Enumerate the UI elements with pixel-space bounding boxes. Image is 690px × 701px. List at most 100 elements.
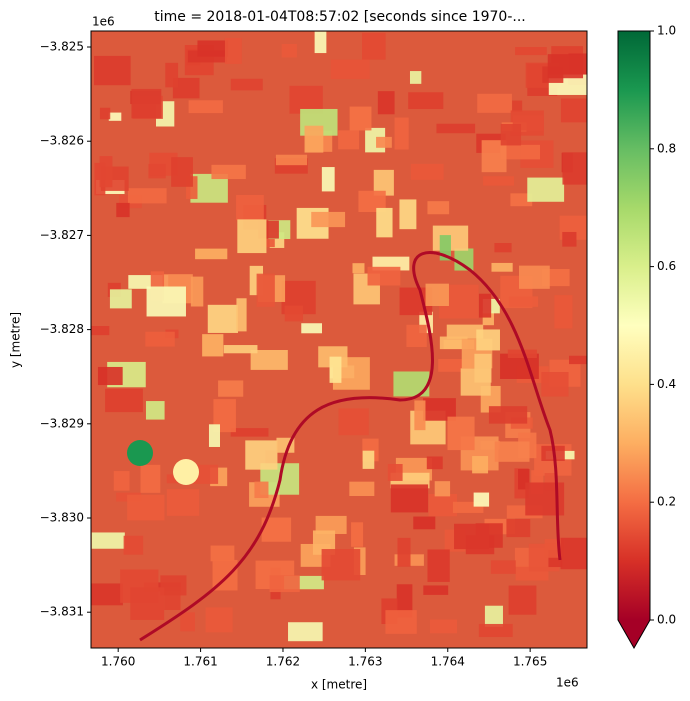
- field-patch: [109, 289, 132, 309]
- field-patch: [500, 144, 540, 160]
- field-patch: [213, 399, 236, 433]
- field-patch: [358, 190, 386, 213]
- field-patch: [250, 349, 288, 370]
- y-tick-label: −3.829: [40, 416, 84, 430]
- field-patch: [423, 585, 449, 595]
- y-tick-label: −3.831: [40, 605, 84, 619]
- colorbar-tick-label: 0.4: [657, 377, 676, 391]
- x-tick-label: 1.760: [101, 655, 135, 669]
- colorbar-tick-label: 0.6: [657, 259, 676, 273]
- field-patch: [562, 152, 587, 185]
- field-patch: [500, 124, 522, 146]
- colorbar-gradient: [618, 31, 650, 620]
- field-patch: [312, 530, 336, 555]
- field-patch: [173, 459, 199, 485]
- field-patch: [338, 130, 360, 150]
- field-patch: [236, 298, 247, 332]
- field-patch: [569, 355, 587, 365]
- field-patch: [512, 100, 523, 112]
- field-patch: [202, 334, 224, 357]
- field-patch: [454, 523, 490, 550]
- field-patch: [397, 537, 411, 567]
- field-patch: [127, 494, 165, 521]
- field-patch: [145, 401, 165, 420]
- field-patch: [478, 293, 492, 318]
- field-patch: [474, 353, 492, 383]
- field-patch: [508, 296, 539, 307]
- field-patch: [399, 199, 417, 230]
- field-patch: [165, 62, 179, 88]
- field-patch: [562, 231, 577, 247]
- field-patch: [205, 607, 233, 633]
- colorbar-tick-label: 0.2: [657, 495, 676, 509]
- field-patch: [425, 283, 449, 307]
- field-patch: [160, 575, 187, 596]
- field-patch: [338, 408, 369, 436]
- field-patch: [478, 623, 513, 638]
- y-axis-label: y [metre]: [9, 312, 23, 368]
- field-patch: [127, 440, 153, 466]
- field-patch: [439, 235, 451, 261]
- field-patch: [186, 176, 198, 199]
- field-patch: [207, 304, 238, 333]
- colorbar-tick-label: 0.0: [657, 613, 676, 627]
- field-patch: [446, 324, 484, 339]
- field-patch: [190, 276, 204, 307]
- field-patch: [172, 77, 200, 99]
- field-patch: [131, 88, 162, 119]
- field-patch: [430, 619, 458, 634]
- field-patch: [427, 549, 450, 582]
- x-tick-label: 1.765: [513, 655, 547, 669]
- field-patch: [256, 273, 275, 307]
- field-patch: [180, 612, 195, 632]
- field-patch: [508, 585, 537, 615]
- field-patch: [237, 219, 267, 254]
- field-patch: [473, 492, 490, 507]
- field-patch: [373, 169, 394, 196]
- field-patch: [166, 489, 200, 516]
- field-patch: [494, 243, 512, 253]
- field-patch: [116, 202, 130, 218]
- field-patch: [476, 329, 500, 351]
- x-axis-label: x [metre]: [311, 678, 367, 692]
- field-patch: [518, 469, 530, 490]
- field-patch: [428, 493, 458, 517]
- field-patch: [414, 400, 426, 431]
- y-tick-label: −3.826: [40, 134, 84, 148]
- field-patch: [321, 549, 361, 581]
- field-patch: [254, 481, 269, 499]
- field-patch: [171, 157, 193, 187]
- colorbar-tick-label: 1.0: [657, 24, 676, 38]
- field-patch: [218, 380, 244, 397]
- x-tick-label: 1.763: [348, 655, 382, 669]
- field-patch: [547, 54, 584, 79]
- field-patch: [94, 55, 131, 86]
- field-patch: [99, 156, 113, 188]
- field-patch: [527, 177, 565, 202]
- field-patch: [197, 40, 229, 57]
- field-patch: [385, 610, 417, 634]
- x-offset-label: 1e6: [556, 676, 579, 690]
- field-patch: [477, 93, 512, 113]
- field-patch: [230, 78, 263, 91]
- field-patch: [507, 349, 537, 359]
- field-patch: [506, 519, 531, 538]
- field-patch: [145, 331, 175, 347]
- x-tick-label: 1.762: [266, 655, 300, 669]
- field-patch: [188, 100, 223, 114]
- field-patch: [515, 47, 547, 56]
- field-patch: [223, 345, 258, 354]
- axes-frame: [90, 30, 588, 649]
- field-patch: [91, 325, 110, 336]
- field-patch: [351, 522, 364, 547]
- field-patch: [488, 406, 528, 424]
- field-patch: [408, 92, 444, 110]
- field-patch: [211, 164, 246, 180]
- field-patch: [423, 398, 456, 421]
- field-patch: [269, 575, 300, 593]
- field-patch: [436, 123, 476, 134]
- field-patch: [288, 622, 323, 642]
- field-patch: [447, 416, 475, 451]
- field-patch: [352, 263, 365, 274]
- field-patch: [494, 441, 530, 462]
